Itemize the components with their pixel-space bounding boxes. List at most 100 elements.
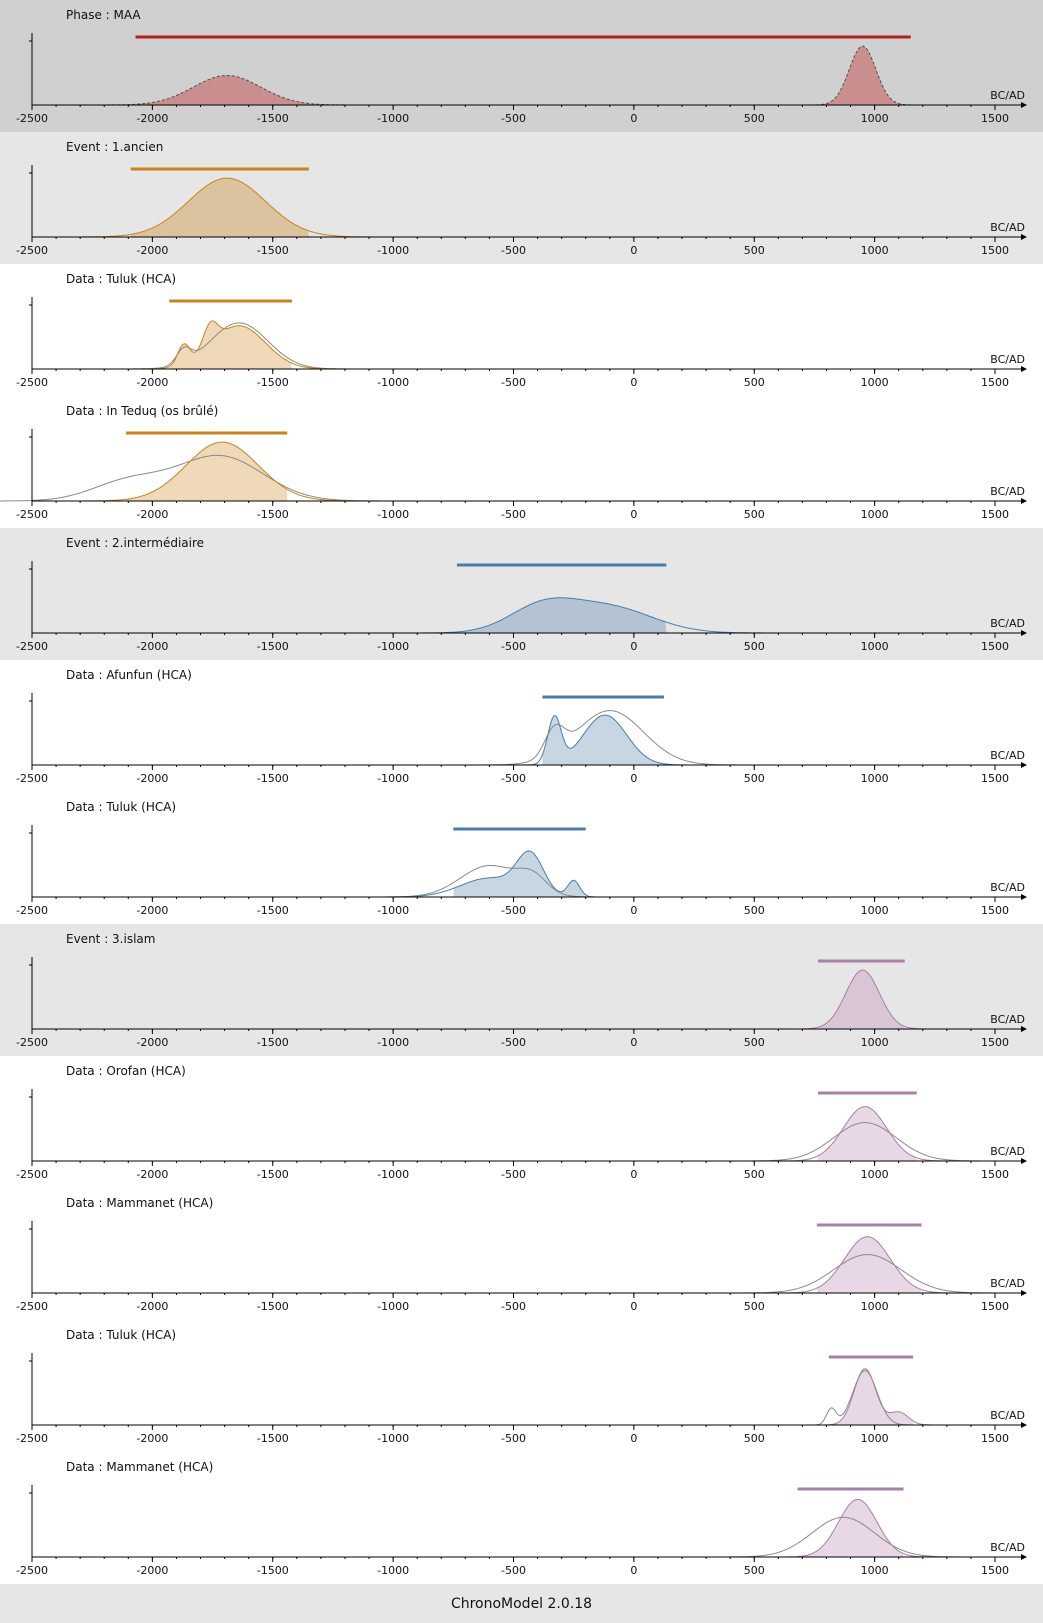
x-axis-arrow [1021, 894, 1027, 900]
x-tick-label: -500 [501, 112, 526, 125]
x-tick-label: -1000 [377, 376, 409, 389]
x-tick-label: 1500 [981, 904, 1009, 917]
panel-1: Phase : MAA -2500 -2000 -1500 -1000 -500 0 500 1… [0, 0, 1043, 132]
x-tick-label: -1500 [257, 1036, 289, 1049]
x-tick-label: -1000 [377, 640, 409, 653]
x-tick-label: -1500 [257, 1564, 289, 1577]
density-curve [72, 177, 381, 238]
x-tick-label: 0 [630, 244, 637, 257]
x-axis-arrow [1021, 1158, 1027, 1164]
x-tick-label: 1000 [861, 508, 889, 521]
x-axis-arrow [1021, 762, 1027, 768]
x-tick-label: 1500 [981, 1432, 1009, 1445]
x-tick-label: 1500 [981, 1564, 1009, 1577]
x-tick-label: 1500 [981, 1168, 1009, 1181]
density-curve [133, 320, 345, 370]
x-axis-arrow [1021, 234, 1027, 240]
panel-background [0, 132, 1043, 264]
x-tick-label: -2500 [16, 772, 48, 785]
calibration-curve [739, 1122, 990, 1162]
calibration-curve [718, 1516, 968, 1558]
x-tick-label: 500 [744, 376, 765, 389]
x-tick-label: -1500 [257, 1432, 289, 1445]
x-tick-label: -500 [501, 1432, 526, 1445]
x-tick-label: -1500 [257, 508, 289, 521]
footer-version: ChronoModel 2.0.18 [0, 1586, 1043, 1623]
unit-label: BC/AD [990, 617, 1025, 630]
x-tick-label: 1000 [861, 1168, 889, 1181]
x-tick-label: 500 [744, 1432, 765, 1445]
x-tick-label: -500 [501, 244, 526, 257]
panel-title: Data : In Teduq (os brûlé) [66, 404, 218, 418]
x-tick-label: -2000 [136, 508, 168, 521]
x-tick-label: -2000 [136, 112, 168, 125]
x-tick-label: 0 [630, 1036, 637, 1049]
x-tick-label: -1500 [257, 640, 289, 653]
calibration-curve [123, 322, 354, 370]
x-tick-label: 1500 [981, 640, 1009, 653]
hpd-area-1 [797, 1499, 904, 1557]
x-tick-label: 1000 [861, 1564, 889, 1577]
x-tick-label: -500 [501, 508, 526, 521]
x-tick-label: -500 [501, 772, 526, 785]
x-tick-label: -2500 [16, 244, 48, 257]
hpd-area-1 [818, 970, 905, 1029]
x-tick-label: -2500 [16, 376, 48, 389]
x-tick-label: -1000 [377, 508, 409, 521]
x-tick-label: 1000 [861, 772, 889, 785]
panel-9: Data : Orofan (HCA) -2500 -2000 -1500 -1000 -… [0, 1056, 1043, 1188]
hpd-area-1 [169, 321, 293, 369]
x-tick-label: -2500 [16, 112, 48, 125]
x-tick-label: -2000 [136, 1300, 168, 1313]
hpd-area-1 [130, 178, 309, 237]
hpd-area-1 [818, 1106, 917, 1161]
hpd-area-2 [816, 46, 906, 105]
unit-label: BC/AD [990, 221, 1025, 234]
x-tick-label: 500 [744, 1168, 765, 1181]
x-tick-label: -500 [501, 1168, 526, 1181]
unit-label: BC/AD [990, 749, 1025, 762]
x-tick-label: -2500 [16, 1300, 48, 1313]
x-tick-label: -1000 [377, 1168, 409, 1181]
panel-5: Event : 2.intermédiaire -2500 -2000 -1500 -1… [0, 528, 1043, 660]
x-tick-label: -2500 [16, 508, 48, 521]
x-tick-label: -1500 [257, 112, 289, 125]
panel-title: Event : 1.ancien [66, 140, 163, 154]
panel-title: Event : 3.islam [66, 932, 155, 946]
x-tick-label: -2000 [136, 376, 168, 389]
x-tick-label: -1000 [377, 772, 409, 785]
density-curve [518, 714, 692, 766]
x-tick-label: 1000 [861, 1300, 889, 1313]
density-curve [407, 597, 782, 634]
x-tick-label: 1000 [861, 1036, 889, 1049]
density-curve [780, 1498, 935, 1558]
hpd-area-1 [542, 715, 664, 765]
panel-title: Data : Afunfun (HCA) [66, 668, 192, 682]
density-curve [821, 1368, 938, 1426]
x-tick-label: -500 [501, 640, 526, 653]
x-tick-label: -1000 [377, 112, 409, 125]
hpd-area-1 [453, 850, 586, 897]
x-tick-label: 1500 [981, 508, 1009, 521]
x-tick-label: 1500 [981, 244, 1009, 257]
x-tick-label: -2000 [136, 772, 168, 785]
x-tick-label: 1000 [861, 1432, 889, 1445]
x-tick-label: -1000 [377, 1432, 409, 1445]
x-tick-label: 1000 [861, 904, 889, 917]
x-tick-label: -1500 [257, 904, 289, 917]
x-tick-label: -2000 [136, 904, 168, 917]
panel-7: Data : Tuluk (HCA) -2500 -2000 -1500 -1000 -5… [0, 792, 1043, 924]
panel-background [0, 528, 1043, 660]
x-tick-label: 0 [630, 904, 637, 917]
unit-label: BC/AD [990, 89, 1025, 102]
x-axis-arrow [1021, 366, 1027, 372]
x-tick-label: 0 [630, 1168, 637, 1181]
hpd-area-1 [828, 1368, 914, 1425]
density-curve [77, 441, 367, 502]
panel-title: Data : Mammanet (HCA) [66, 1460, 213, 1474]
x-tick-label: 0 [630, 508, 637, 521]
x-tick-label: 0 [630, 772, 637, 785]
x-tick-label: -2500 [16, 1036, 48, 1049]
x-tick-label: 500 [744, 1564, 765, 1577]
x-tick-label: -2000 [136, 640, 168, 653]
